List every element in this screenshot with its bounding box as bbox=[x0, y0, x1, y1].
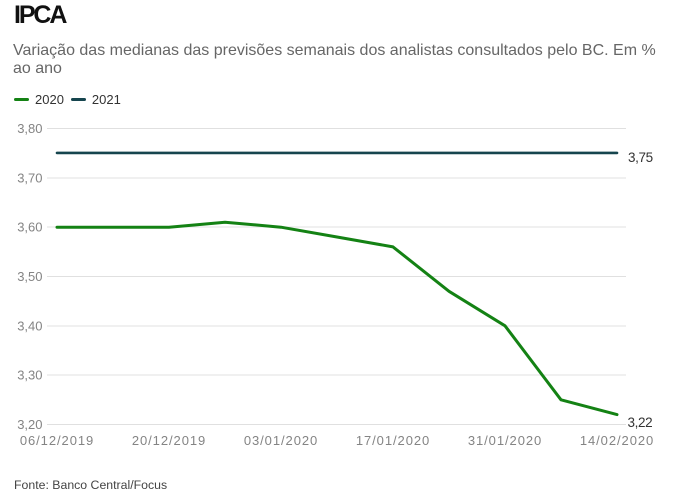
svg-text:3,75: 3,75 bbox=[628, 150, 653, 165]
svg-text:3,50: 3,50 bbox=[17, 269, 42, 284]
svg-text:3,22: 3,22 bbox=[628, 415, 653, 430]
svg-text:3,30: 3,30 bbox=[17, 368, 42, 383]
svg-text:3,20: 3,20 bbox=[17, 417, 42, 432]
svg-text:3,60: 3,60 bbox=[17, 220, 42, 235]
svg-text:3,40: 3,40 bbox=[17, 318, 42, 333]
svg-text:3,70: 3,70 bbox=[17, 170, 42, 185]
svg-text:06/12/2019: 06/12/2019 bbox=[20, 433, 94, 448]
svg-text:03/01/2020: 03/01/2020 bbox=[244, 433, 318, 448]
svg-text:17/01/2020: 17/01/2020 bbox=[356, 433, 430, 448]
svg-text:3,80: 3,80 bbox=[17, 121, 42, 136]
svg-text:31/01/2020: 31/01/2020 bbox=[468, 433, 542, 448]
svg-text:14/02/2020: 14/02/2020 bbox=[580, 433, 654, 448]
svg-text:20/12/2019: 20/12/2019 bbox=[132, 433, 206, 448]
